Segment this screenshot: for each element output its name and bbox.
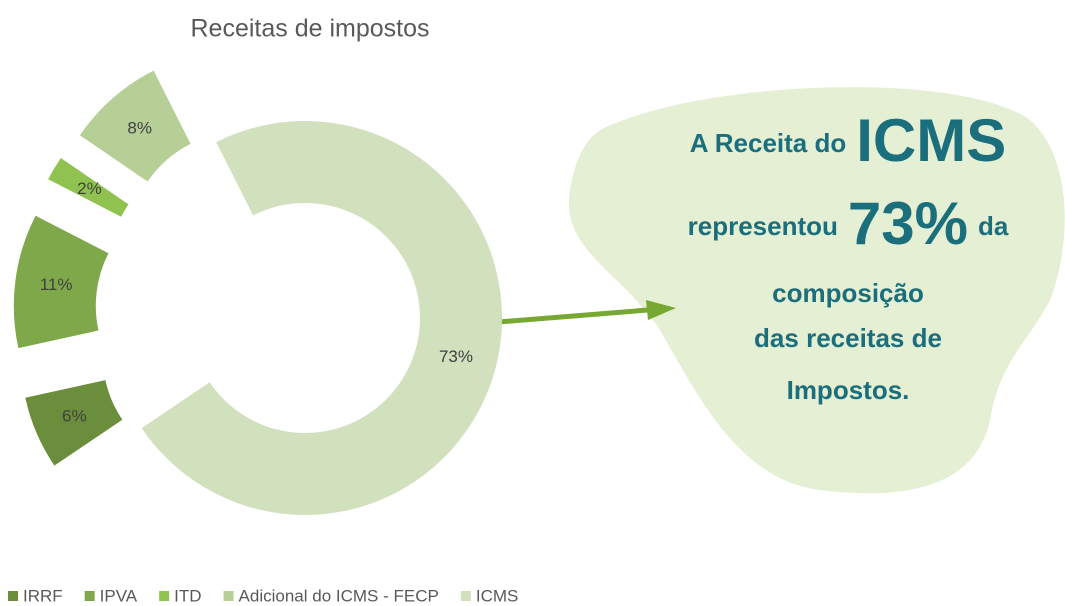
data-label: 11% <box>40 275 73 294</box>
annotation-line: Impostos. <box>787 375 910 405</box>
legend-label: IPVA <box>100 586 138 605</box>
slice <box>13 215 109 349</box>
annotation-text: A Receita do <box>690 128 847 158</box>
legend-swatch <box>8 591 18 601</box>
legend-swatch <box>460 591 471 601</box>
data-label: 8% <box>127 119 152 138</box>
data-label: 73% <box>439 347 473 366</box>
slice <box>141 121 502 515</box>
annotation-line: das receitas de <box>754 323 942 353</box>
legend-swatch <box>84 591 95 601</box>
slice <box>79 70 191 182</box>
arrow <box>497 307 649 325</box>
legend-label: ICMS <box>476 586 519 605</box>
callout-shape <box>568 87 1065 494</box>
slice <box>48 158 129 217</box>
legend-label: Adicional do ICMS - FECP <box>239 586 439 605</box>
legend-label: ITD <box>174 586 201 605</box>
annotation-line: composição <box>772 278 924 308</box>
annotation-text: das receitas de <box>754 323 942 353</box>
legend-label: IRRF <box>23 586 63 605</box>
annotation-line: representou 73% da <box>688 190 1009 257</box>
annotation-text: ICMS <box>856 107 1006 174</box>
data-label: 2% <box>77 179 102 198</box>
chart-title: Receitas de impostos <box>190 15 429 43</box>
arrow-head <box>646 300 676 320</box>
annotation-line: A Receita do ICMS <box>690 107 1007 174</box>
annotation-text: composição <box>772 278 924 308</box>
legend-swatch <box>159 591 170 601</box>
annotation-text: Impostos. <box>787 375 910 405</box>
annotation-text: 73% <box>848 190 968 257</box>
annotation-text: representou <box>688 211 838 241</box>
data-label: 6% <box>62 406 87 425</box>
annotation-text: da <box>978 211 1009 241</box>
slice <box>25 380 123 466</box>
legend-swatch <box>223 591 234 601</box>
